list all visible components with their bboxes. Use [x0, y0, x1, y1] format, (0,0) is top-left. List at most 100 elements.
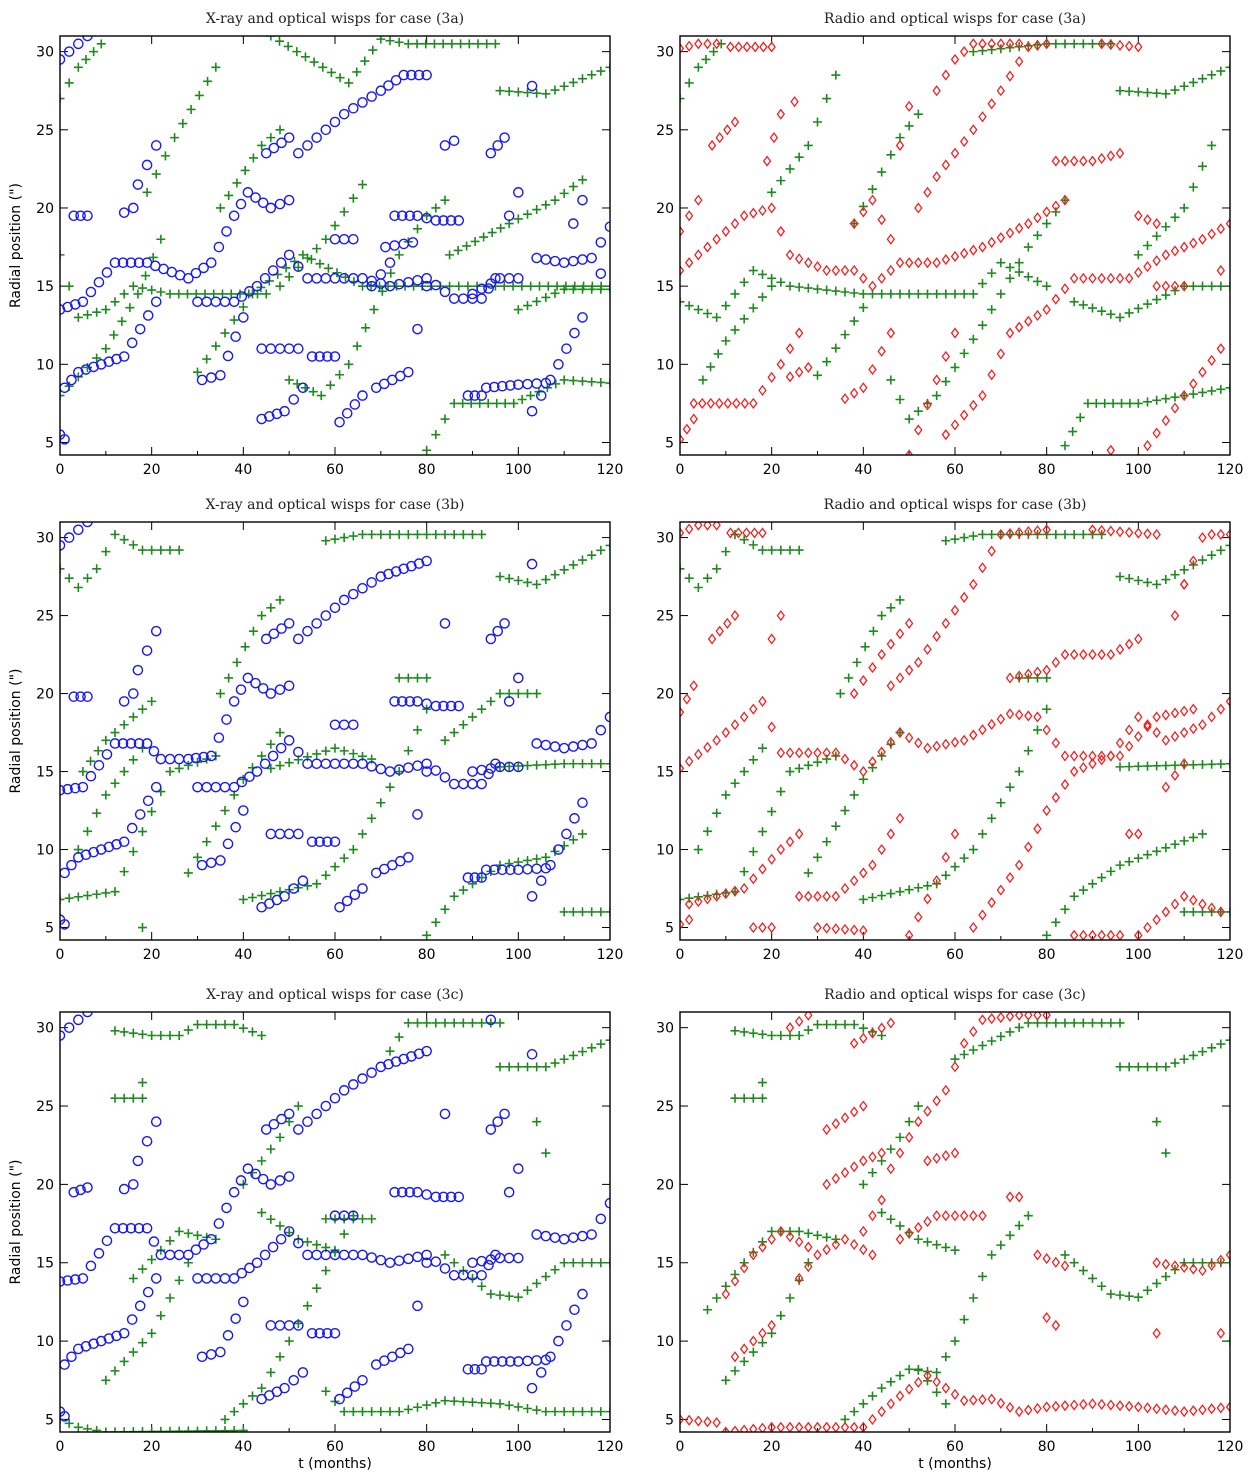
optical-wisp-point [596, 1407, 606, 1417]
x-tick-label: 40 [854, 462, 872, 478]
xray-wisp-point [430, 1191, 442, 1203]
xray-wisp-point [341, 408, 353, 419]
radio-wisp-point [969, 729, 978, 741]
xray-wisp-point [398, 69, 410, 81]
xray-wisp-point [469, 872, 481, 883]
optical-wisp-point [403, 1404, 413, 1414]
x-tick-label: 0 [56, 947, 65, 963]
optical-wisp-point [550, 1058, 560, 1068]
xray-wisp-point [288, 883, 300, 894]
xray-wisp-point [192, 1273, 203, 1284]
radio-wisp-point [1005, 38, 1015, 50]
radio-wisp-point [1033, 823, 1042, 835]
optical-wisp-point [1188, 1050, 1198, 1060]
optical-wisp-point [422, 1018, 432, 1028]
optical-wisp-point [716, 39, 726, 49]
radio-wisp-point [785, 1231, 795, 1243]
radio-wisp-point [1042, 724, 1051, 736]
radio-wisp-point [895, 139, 905, 152]
xray-wisp-point [439, 1108, 451, 1120]
optical-wisp-point [110, 1093, 120, 1103]
xray-wisp-point [439, 286, 451, 298]
optical-wisp-point [703, 1305, 712, 1315]
optical-wisp-point [275, 1132, 285, 1142]
optical-wisp-point [421, 39, 431, 49]
radio-wisp-point [813, 747, 822, 759]
xray-wisp-point [293, 261, 304, 272]
xray-wisp-point [421, 758, 432, 770]
radio-wisp-point [941, 253, 951, 266]
optical-wisp-point [504, 761, 514, 771]
chart-title: Radio and optical wisps for case (3c) [824, 987, 1086, 1003]
radio-wisp-point [895, 257, 905, 269]
optical-wisp-point [831, 1020, 841, 1030]
y-tick-label: 25 [36, 123, 54, 139]
optical-wisp-point [776, 1311, 786, 1321]
optical-wisp-point [517, 281, 527, 291]
radio-wisp-point [959, 734, 969, 746]
xray-wisp-point [476, 293, 487, 304]
xray-wisp-point [215, 369, 226, 381]
optical-wisp-point [422, 445, 432, 455]
optical-wisp-point [541, 200, 551, 210]
radio-wisp-point [730, 1425, 740, 1432]
xray-wisp-point [128, 1179, 139, 1190]
optical-wisp-point [1198, 829, 1207, 839]
optical-wisp-point [211, 1426, 221, 1432]
optical-wisp-point [1042, 281, 1052, 291]
xray-wisp-point [283, 1171, 295, 1182]
optical-wisp-point [578, 175, 587, 185]
optical-wisp-point [266, 603, 276, 613]
xray-wisp-point [190, 267, 202, 279]
optical-wisp-point [1152, 579, 1162, 589]
optical-wisp-point [1069, 1258, 1079, 1268]
optical-wisp-point [1161, 575, 1171, 585]
optical-wisp-point [1014, 767, 1024, 777]
xray-wisp-point [545, 1351, 556, 1363]
radio-wisp-point [1024, 841, 1033, 853]
optical-wisp-point [229, 1426, 239, 1432]
optical-wisp-point [174, 1275, 184, 1285]
radio-wisp-point [1014, 321, 1024, 333]
optical-wisp-point [422, 930, 432, 940]
xray-wisp-point [476, 1269, 487, 1281]
optical-wisp-point [698, 375, 708, 385]
radio-wisp-point [740, 397, 750, 409]
optical-wisp-point [968, 1045, 978, 1055]
optical-wisp-point [385, 36, 395, 46]
optical-wisp-point [316, 391, 326, 401]
radio-wisp-point [904, 617, 914, 629]
optical-wisp-point [165, 1426, 175, 1432]
radio-wisp-point [749, 703, 758, 715]
xray-wisp-point [293, 1237, 304, 1249]
xray-wisp-point [503, 696, 515, 707]
radio-wisp-point [1115, 750, 1125, 762]
optical-wisp-point [1014, 267, 1024, 277]
xray-wisp-point [63, 1022, 75, 1033]
xray-wisp-point [357, 273, 368, 284]
radio-wisp-point [1097, 524, 1106, 537]
radio-wisp-point [1189, 894, 1198, 906]
optical-wisp-point [1078, 300, 1088, 310]
optical-wisp-point [60, 391, 65, 401]
xray-wisp-point [513, 1252, 524, 1264]
optical-wisp-point [165, 767, 175, 777]
optical-wisp-point [1152, 761, 1162, 771]
optical-wisp-point [526, 281, 536, 291]
radio-wisp-point [996, 528, 1006, 541]
xray-wisp-point [375, 763, 387, 775]
xray-wisp-point [357, 582, 368, 594]
y-tick-label: 30 [656, 45, 674, 61]
radio-wisp-point [1198, 1404, 1207, 1416]
optical-wisp-point [413, 1018, 422, 1028]
xray-wisp-point [349, 399, 361, 410]
optical-wisp-point [1005, 1027, 1015, 1037]
optical-wisp-point [1170, 85, 1180, 95]
optical-wisp-point [321, 1266, 331, 1276]
optical-wisp-point [693, 62, 703, 72]
radio-wisp-point [840, 1421, 850, 1432]
xray-wisp-point [69, 299, 81, 310]
optical-wisp-point [1125, 398, 1135, 408]
radio-wisp-point [1179, 241, 1189, 253]
optical-wisp-point [101, 735, 111, 745]
